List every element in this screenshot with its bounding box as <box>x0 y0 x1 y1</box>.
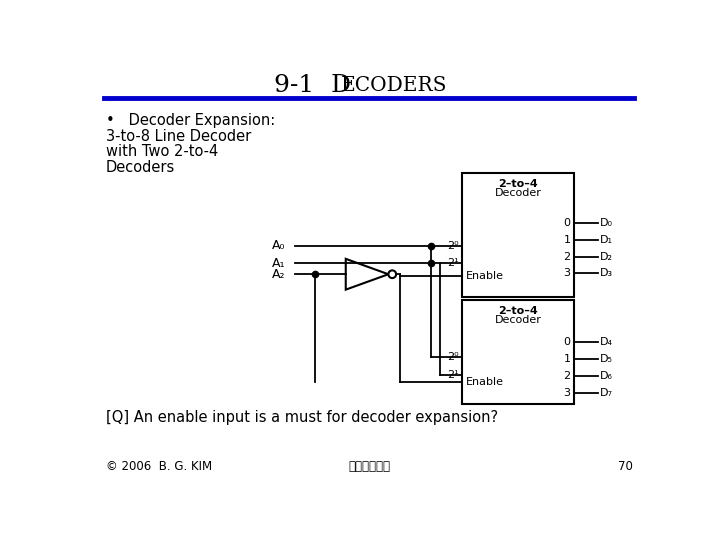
Text: A₂: A₂ <box>272 268 285 281</box>
Text: 2: 2 <box>563 371 570 381</box>
Text: D₆: D₆ <box>600 371 613 381</box>
Text: 2¹: 2¹ <box>447 259 459 268</box>
Text: D: D <box>330 74 351 97</box>
Text: Decoder: Decoder <box>495 315 541 325</box>
Text: 2⁰: 2⁰ <box>447 353 459 362</box>
Text: [Q] An enable input is a must for decoder expansion?: [Q] An enable input is a must for decode… <box>106 410 498 425</box>
Text: D₃: D₃ <box>600 268 613 279</box>
Text: 0: 0 <box>564 218 570 228</box>
Bar <box>462 300 575 403</box>
Text: 0: 0 <box>564 337 570 347</box>
Text: 1: 1 <box>564 234 570 245</box>
Text: D₁: D₁ <box>600 234 613 245</box>
Text: 2⁰: 2⁰ <box>447 241 459 251</box>
Text: Decoders: Decoders <box>106 159 175 174</box>
Text: 9-1: 9-1 <box>274 74 330 97</box>
Text: 2¹: 2¹ <box>447 370 459 380</box>
Text: D₀: D₀ <box>600 218 613 228</box>
Text: ECODERS: ECODERS <box>341 76 448 95</box>
Text: 3-to-8 Line Decoder: 3-to-8 Line Decoder <box>106 129 251 144</box>
Text: D₂: D₂ <box>600 252 613 261</box>
Text: D₅: D₅ <box>600 354 613 364</box>
Text: 70: 70 <box>618 460 632 473</box>
Text: D₇: D₇ <box>600 388 613 398</box>
Text: 3: 3 <box>564 388 570 398</box>
Text: Decoder: Decoder <box>495 188 541 198</box>
Text: A₁: A₁ <box>272 257 285 270</box>
Text: 1: 1 <box>564 354 570 364</box>
Text: Enable: Enable <box>466 377 504 387</box>
Text: © 2006  B. G. KIM: © 2006 B. G. KIM <box>106 460 212 473</box>
Text: with Two 2-to-4: with Two 2-to-4 <box>106 144 217 159</box>
Text: 3: 3 <box>564 268 570 279</box>
Text: A₀: A₀ <box>272 239 285 252</box>
Text: 2–to–4: 2–to–4 <box>498 306 538 316</box>
Text: D₄: D₄ <box>600 337 613 347</box>
Bar <box>462 173 575 298</box>
Text: Enable: Enable <box>466 271 504 281</box>
Text: 2: 2 <box>563 252 570 261</box>
Text: 디지털시스템: 디지털시스템 <box>348 460 390 473</box>
Text: •   Decoder Expansion:: • Decoder Expansion: <box>106 113 275 129</box>
Text: 2–to–4: 2–to–4 <box>498 179 538 189</box>
